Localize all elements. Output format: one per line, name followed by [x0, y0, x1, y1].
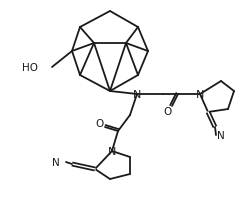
Text: N: N	[216, 130, 224, 140]
Text: N: N	[52, 157, 60, 167]
Text: O: O	[163, 106, 172, 116]
Text: O: O	[96, 118, 104, 128]
Text: N: N	[132, 90, 140, 100]
Text: HO: HO	[22, 63, 38, 73]
Text: N: N	[195, 90, 203, 100]
Text: N: N	[108, 146, 116, 156]
